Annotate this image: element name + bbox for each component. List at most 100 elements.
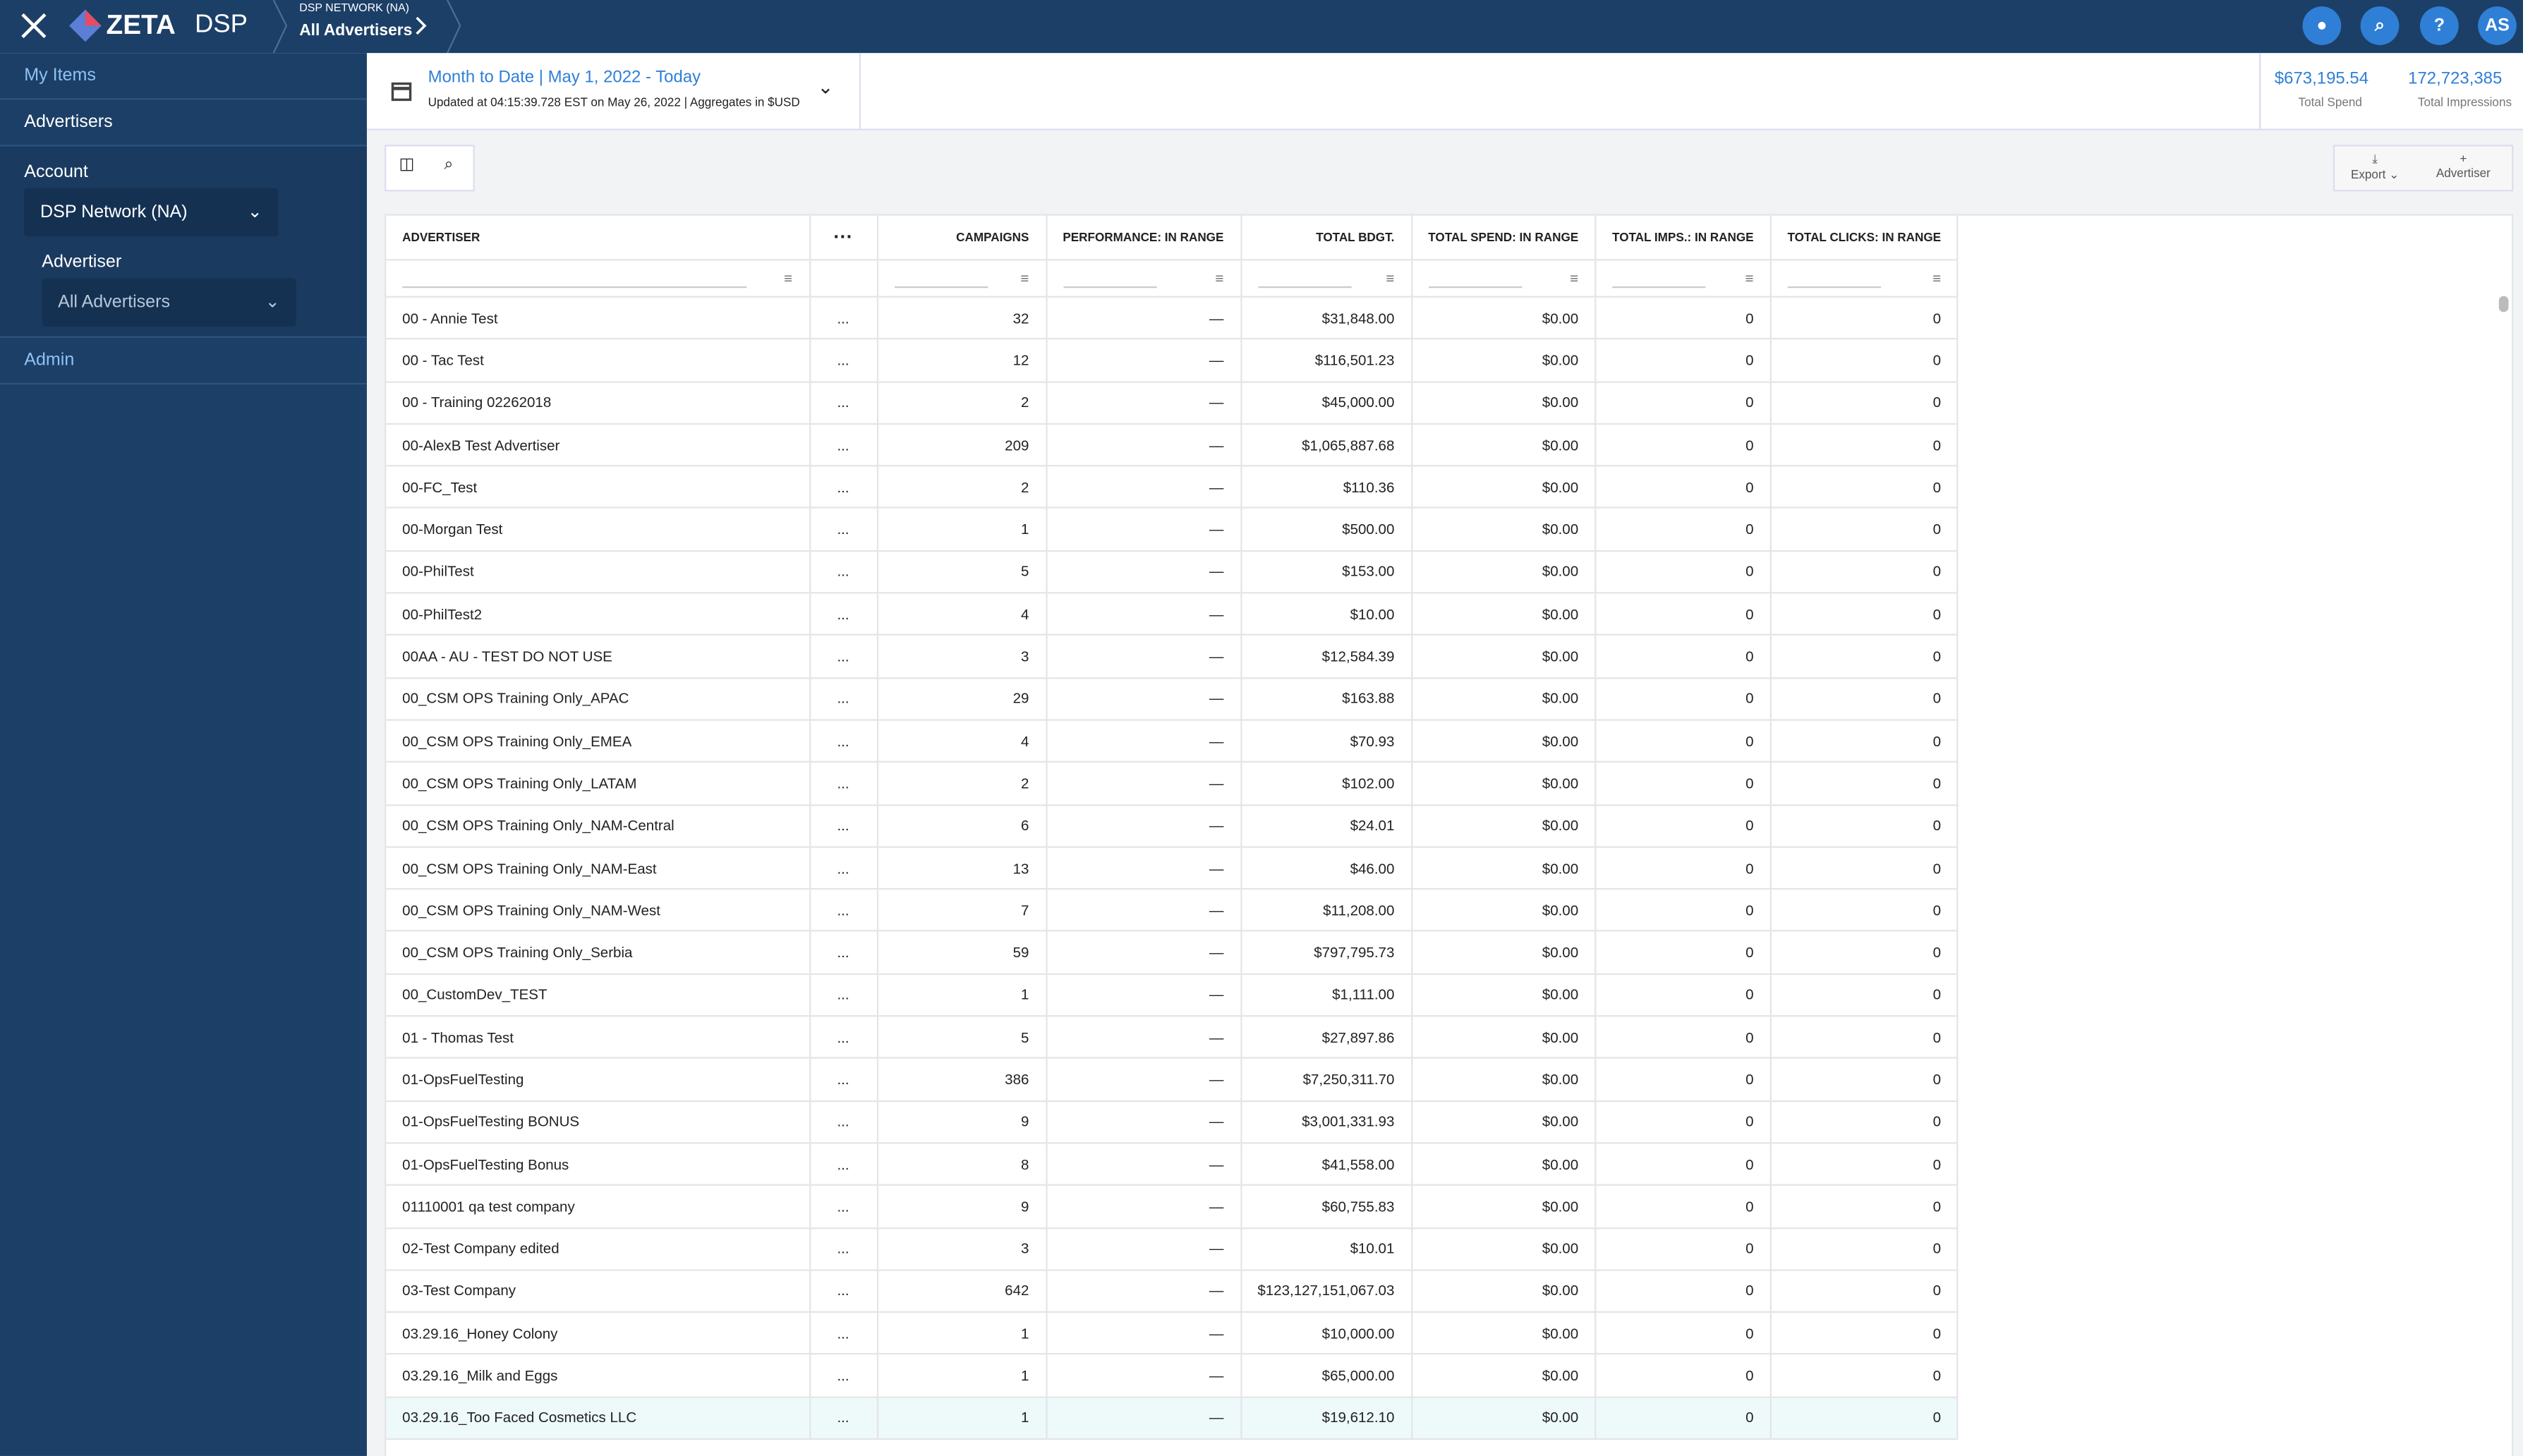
cell: 1: [876, 508, 1047, 552]
filter[interactable]: ≡: [402, 269, 793, 288]
cell: 2: [876, 381, 1047, 425]
cell: $0.00: [1411, 1227, 1597, 1271]
logo: [69, 9, 102, 42]
table-row[interactable]: 03.29.16_Too Faced Cosmetics LLC... 1— $19…: [386, 1397, 1959, 1440]
element: [272, 0, 461, 54]
table-row[interactable]: 03-Test Company... 642— $123,127,151,067.0…: [386, 1270, 1959, 1314]
cell: —: [1046, 1100, 1242, 1144]
filter[interactable]: ≡: [1063, 269, 1223, 288]
table-row[interactable]: 00-FC_Test... 2— $110.36 $0.00 0 0: [386, 466, 1959, 509]
cell: 00_CSM OPS Training Only_NAM-East: [386, 847, 811, 890]
cell: 0: [1770, 593, 1959, 636]
cell: 00_CSM OPS Training Only_NAM-Central: [386, 804, 811, 848]
nav-item[interactable]: Advertisers: [0, 99, 367, 147]
table-row[interactable]: 00_CSM OPS Training Only_NAM-West... 7— $1…: [386, 889, 1959, 933]
table-row[interactable]: 03.29.16_Honey Colony... 1— $10,000.00 $0.0…: [386, 1312, 1959, 1356]
cell: 7: [876, 889, 1047, 933]
cell: 01110001 qa test company: [386, 1185, 811, 1229]
cell: —: [1046, 550, 1242, 594]
nav-item[interactable]: My Items: [0, 53, 367, 100]
filter[interactable]: ≡: [1787, 269, 1941, 288]
table-row[interactable]: 03.29.16_Milk and Eggs... 1— $65,000.00 $0.…: [386, 1354, 1959, 1398]
table-row[interactable]: 00 - Tac Test... 12— $116,501.23 $0.00 0 0: [386, 339, 1959, 382]
cell: ...: [809, 339, 878, 382]
table-row[interactable]: 01 - Thomas Test... 5— $27,897.86 $0.00 0 0: [386, 1016, 1959, 1060]
table-row[interactable]: 01110001 qa test company... 9— $60,755.83 $…: [386, 1185, 1959, 1229]
element: ≡: [1570, 270, 1579, 286]
element: ≡: [784, 270, 793, 286]
table-row[interactable]: 00_CustomDev_TEST... 1— $1,111.00 $0.00 0 0: [386, 973, 1959, 1017]
cell: ...: [809, 1397, 878, 1440]
table-row[interactable]: 00_CSM OPS Training Only_Serbia... 59— $79…: [386, 931, 1959, 975]
cell: $0.00: [1411, 423, 1597, 467]
close-icon[interactable]: [19, 11, 48, 40]
filter[interactable]: ≡: [1612, 269, 1754, 288]
cell: —: [1046, 423, 1242, 467]
view-tools: ◫ ⌕: [385, 145, 475, 192]
table-row[interactable]: 00_CSM OPS Training Only_NAM-East... 13— $…: [386, 847, 1959, 890]
element: [1787, 269, 1881, 288]
more[interactable]: ···: [833, 225, 853, 248]
filter[interactable]: ≡: [893, 269, 1029, 288]
table-row[interactable]: 00-AlexB Test Advertiser... 209— $1,065,88…: [386, 423, 1959, 467]
account-select[interactable]: DSP Network (NA) ⌄: [24, 188, 279, 237]
help[interactable]: ?: [2420, 6, 2459, 45]
table-row[interactable]: 00-Morgan Test... 1— $500.00 $0.00 0 0: [386, 508, 1959, 552]
cell: $0.00: [1411, 973, 1597, 1017]
filter[interactable]: ≡: [1428, 269, 1579, 288]
cell: $163.88: [1240, 677, 1412, 721]
table-row[interactable]: 00AA - AU - TEST DO NOT USE... 3— $12,584.…: [386, 635, 1959, 679]
cell: 1: [876, 973, 1047, 1017]
table-row[interactable]: 00-PhilTest... 5— $153.00 $0.00 0 0: [386, 550, 1959, 594]
add-btn[interactable]: + Advertiser: [2436, 151, 2491, 181]
table-row[interactable]: 01-OpsFuelTesting... 386— $7,250,311.70 $0.…: [386, 1058, 1959, 1102]
cell: $153.00: [1240, 550, 1412, 594]
cell: ...: [809, 1100, 878, 1144]
table-row[interactable]: 00 - Annie Test... 32— $31,848.00 $0.00 0 0: [386, 296, 1959, 340]
export-btn[interactable]: ⤓ Export ⌄: [2350, 151, 2400, 182]
table-row[interactable]: 01-OpsFuelTesting BONUS... 9— $3,001,331.9…: [386, 1100, 1959, 1144]
cell: 0: [1595, 889, 1772, 933]
advertiser-select[interactable]: All Advertisers ⌄: [42, 278, 296, 327]
table-row[interactable]: 00_CSM OPS Training Only_LATAM... 2— $102.…: [386, 762, 1959, 806]
cell: 0: [1770, 931, 1959, 975]
table-row[interactable]: 00_CSM OPS Training Only_APAC... 29— $163.…: [386, 677, 1959, 721]
date-range[interactable]: Month to Date | May 1, 2022 - Today: [428, 67, 701, 87]
cell: —: [1046, 804, 1242, 848]
columns-btn[interactable]: ◫: [399, 156, 415, 174]
table-row[interactable]: 00_CSM OPS Training Only_EMEA... 4— $70.93…: [386, 720, 1959, 763]
table-row[interactable]: 00_CSM OPS Training Only_NAM-Central... 6…: [386, 804, 1959, 848]
cell: —: [1046, 973, 1242, 1017]
cell: $116,501.23: [1240, 339, 1412, 382]
cell: 00-Morgan Test: [386, 508, 811, 552]
cell: $0.00: [1411, 1143, 1597, 1187]
avatar[interactable]: AS: [2478, 6, 2517, 45]
cell: $0.00: [1411, 635, 1597, 679]
cell: 0: [1595, 508, 1772, 552]
cell: 386: [876, 1058, 1047, 1102]
cell: 0: [1770, 762, 1959, 806]
chevron[interactable]: ⌄: [817, 75, 834, 99]
cell: 00-PhilTest2: [386, 593, 811, 636]
cell: —: [1046, 466, 1242, 509]
element: [85, 9, 102, 26]
search-btn[interactable]: ⌕: [444, 156, 454, 174]
nav-item[interactable]: Admin: [0, 338, 367, 385]
table-row[interactable]: 00-PhilTest2... 4— $10.00 $0.00 0 0: [386, 593, 1959, 636]
table-row[interactable]: 01-OpsFuelTesting Bonus... 8— $41,558.00 $0…: [386, 1143, 1959, 1187]
cell: 00-FC_Test: [386, 466, 811, 509]
table-row[interactable]: 02-Test Company edited... 3— $10.01 $0.00 0 0: [386, 1227, 1959, 1271]
search[interactable]: ⌕: [2360, 6, 2400, 45]
label: Export: [2350, 167, 2386, 182]
cell: 00_CSM OPS Training Only_Serbia: [386, 931, 811, 975]
bell[interactable]: ●: [2302, 6, 2342, 45]
cell: 0: [1595, 1227, 1772, 1271]
filter[interactable]: ≡: [1257, 269, 1394, 288]
element: [859, 53, 861, 129]
crumb[interactable]: All Advertisers: [299, 22, 413, 41]
filter-cell: ≡: [1046, 260, 1242, 298]
table-row[interactable]: 00 - Training 02262018... 2— $45,000.00 $0.…: [386, 381, 1959, 425]
cell: 32: [876, 296, 1047, 340]
cell: $0.00: [1411, 762, 1597, 806]
cell: 0: [1595, 1143, 1772, 1187]
